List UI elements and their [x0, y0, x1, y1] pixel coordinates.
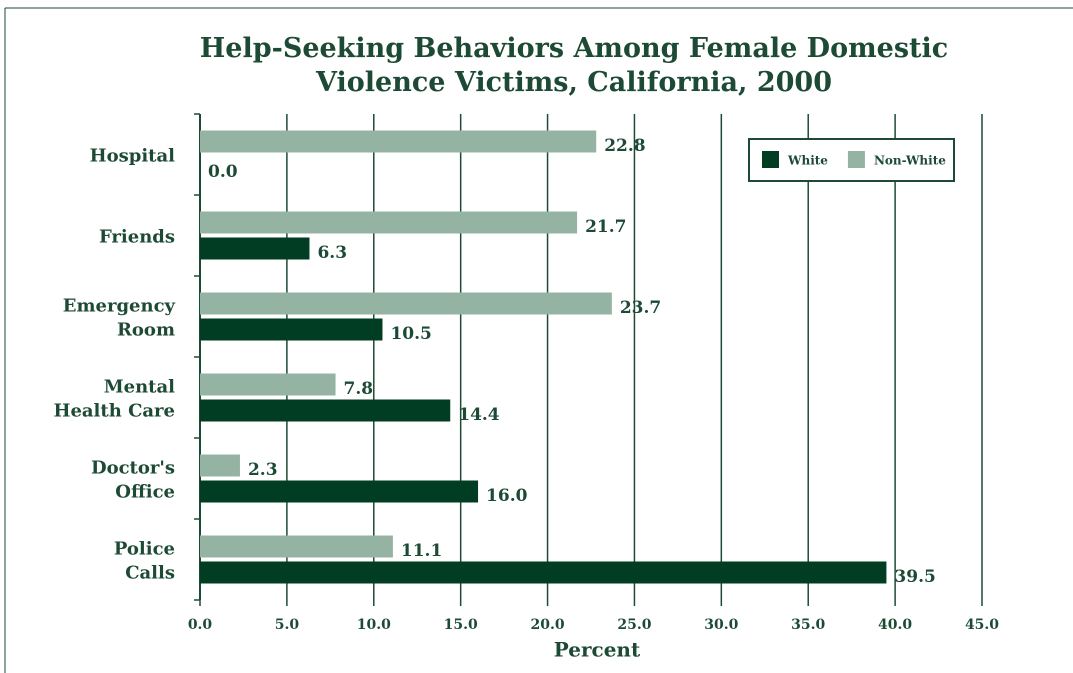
bar [200, 399, 451, 422]
data-label: 21.7 [585, 217, 626, 237]
data-label: 0.0 [208, 162, 238, 182]
bar [200, 535, 393, 558]
data-label: 23.7 [620, 298, 661, 318]
data-label: 39.5 [894, 567, 935, 587]
data-label: 22.8 [604, 136, 645, 156]
data-label: 2.3 [248, 460, 278, 480]
data-label: 14.4 [458, 405, 500, 425]
data-label: 11.1 [401, 541, 442, 561]
bar [200, 373, 336, 396]
x-tick-label: 5.0 [275, 617, 300, 633]
legend-label: White [787, 154, 828, 168]
bar [200, 130, 597, 153]
bar [200, 454, 240, 477]
bar [200, 292, 612, 315]
legend-swatch [762, 151, 779, 168]
y-tick-label: Emergency Room [63, 296, 176, 341]
x-tick-label: 20.0 [531, 617, 565, 633]
bar [200, 480, 479, 503]
y-tick-label: Police Calls [114, 539, 175, 584]
data-label: 16.0 [486, 486, 528, 506]
data-label: 6.3 [317, 243, 347, 263]
x-axis-label: Percent [554, 638, 641, 662]
legend-label: Non-White [874, 154, 946, 168]
bar [200, 318, 383, 341]
x-tick-label: 35.0 [791, 617, 825, 633]
bar [200, 237, 310, 260]
data-label: 10.5 [390, 324, 431, 344]
data-label: 7.8 [344, 379, 374, 399]
x-tick-label: 45.0 [965, 617, 999, 633]
bar [200, 561, 887, 584]
x-tick-label: 15.0 [444, 617, 478, 633]
chart-title: Help-Seeking Behaviors Among Female Dome… [200, 33, 948, 98]
y-tick-label: Mental Health Care [53, 377, 175, 422]
bar [200, 211, 578, 234]
y-tick-label: Doctor's Office [91, 458, 175, 503]
x-tick-label: 0.0 [188, 617, 213, 633]
x-tick-label: 40.0 [878, 617, 912, 633]
y-tick-label: Hospital [90, 146, 176, 167]
x-tick-label: 25.0 [617, 617, 651, 633]
x-tick-label: 10.0 [357, 617, 391, 633]
legend-swatch [847, 151, 865, 168]
x-tick-label: 30.0 [704, 617, 738, 633]
y-tick-label: Friends [99, 227, 175, 248]
